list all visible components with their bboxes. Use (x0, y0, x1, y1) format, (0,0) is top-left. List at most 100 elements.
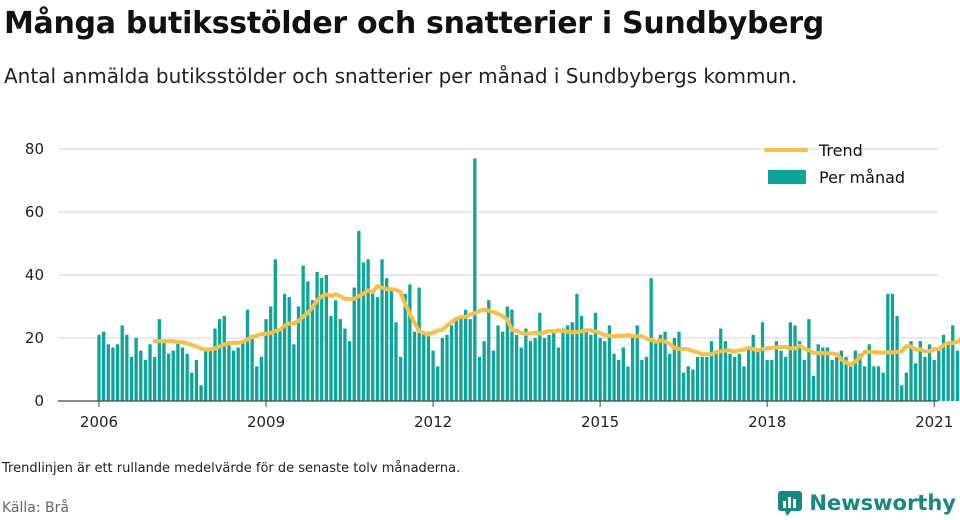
bar (473, 158, 477, 401)
bar (556, 347, 561, 401)
bar (733, 356, 737, 401)
bar (403, 293, 407, 401)
bar (324, 275, 329, 401)
bar (825, 347, 830, 401)
bar (686, 366, 690, 401)
legend-bars-label: Per månad (819, 168, 905, 187)
bar (607, 325, 612, 401)
bar (835, 356, 839, 401)
bar (482, 341, 486, 401)
bar (310, 300, 315, 401)
bar (719, 328, 723, 401)
bar (839, 350, 844, 401)
bar (436, 366, 440, 401)
bar (115, 344, 120, 401)
bar (663, 331, 667, 401)
bar (598, 338, 602, 401)
bar (756, 350, 760, 401)
bar (709, 341, 714, 401)
bar (129, 356, 134, 401)
bar (459, 315, 463, 401)
bar (250, 334, 254, 401)
bar (236, 347, 240, 401)
bar (895, 315, 899, 401)
bar (166, 353, 171, 401)
bar (547, 334, 551, 401)
bar (955, 350, 960, 401)
bar (514, 334, 519, 401)
bar (672, 338, 677, 401)
bar (746, 347, 751, 401)
bar (398, 356, 403, 401)
bar (468, 319, 472, 401)
bar (501, 331, 505, 401)
bar (774, 341, 779, 401)
y-tick-label: 20 (25, 329, 44, 347)
bar (445, 334, 449, 401)
bar (714, 350, 718, 401)
x-axis-ticks: 2006200920122015201820212023 (80, 401, 953, 431)
y-tick-label: 40 (25, 266, 44, 284)
bar (849, 366, 853, 401)
bar (807, 319, 811, 401)
bar (296, 306, 301, 401)
bar (139, 350, 143, 401)
x-tick-label: 2006 (80, 413, 118, 431)
bar (315, 271, 319, 401)
bar (422, 331, 426, 401)
x-tick-label: 2015 (581, 413, 619, 431)
bar (431, 350, 435, 401)
bar (565, 325, 570, 401)
bar (245, 309, 250, 401)
bar (176, 341, 180, 401)
bar (134, 338, 138, 401)
bar (385, 278, 389, 401)
bar (951, 325, 955, 401)
bar (635, 325, 639, 401)
bar (162, 341, 166, 401)
bar (723, 341, 728, 401)
bar (217, 319, 222, 401)
brand-name: Newsworthy (809, 491, 956, 515)
bar (584, 331, 588, 401)
bar (681, 372, 686, 401)
bar (909, 341, 913, 401)
bar (770, 360, 774, 401)
bar (301, 265, 305, 401)
x-tick-label: 2018 (748, 413, 786, 431)
bar-series (97, 158, 960, 401)
bar (862, 366, 867, 401)
bar (542, 338, 547, 401)
bar (412, 331, 417, 401)
brand-logo[interactable]: Newsworthy (777, 488, 956, 518)
bar (668, 353, 672, 401)
bar (524, 328, 528, 401)
bar (491, 350, 496, 401)
bar (779, 350, 783, 401)
bar (923, 356, 927, 401)
bar (148, 344, 152, 401)
trend-line (152, 284, 960, 367)
bar (255, 366, 259, 401)
bar (375, 297, 380, 401)
bar (333, 300, 338, 401)
bar (579, 315, 584, 401)
bar (519, 347, 523, 401)
bar (654, 341, 658, 401)
bar (487, 300, 491, 401)
bar (886, 293, 890, 401)
legend-trend-label: Trend (818, 141, 863, 160)
bar (180, 347, 185, 401)
bar (213, 328, 217, 401)
bar (570, 322, 574, 401)
bar (658, 334, 663, 401)
bar (231, 350, 236, 401)
bar (728, 353, 732, 401)
bar (528, 341, 533, 401)
bar (222, 315, 226, 401)
bar (208, 350, 213, 401)
bar (278, 328, 282, 401)
bar (802, 360, 806, 401)
bar (700, 356, 704, 401)
bar (120, 325, 124, 401)
